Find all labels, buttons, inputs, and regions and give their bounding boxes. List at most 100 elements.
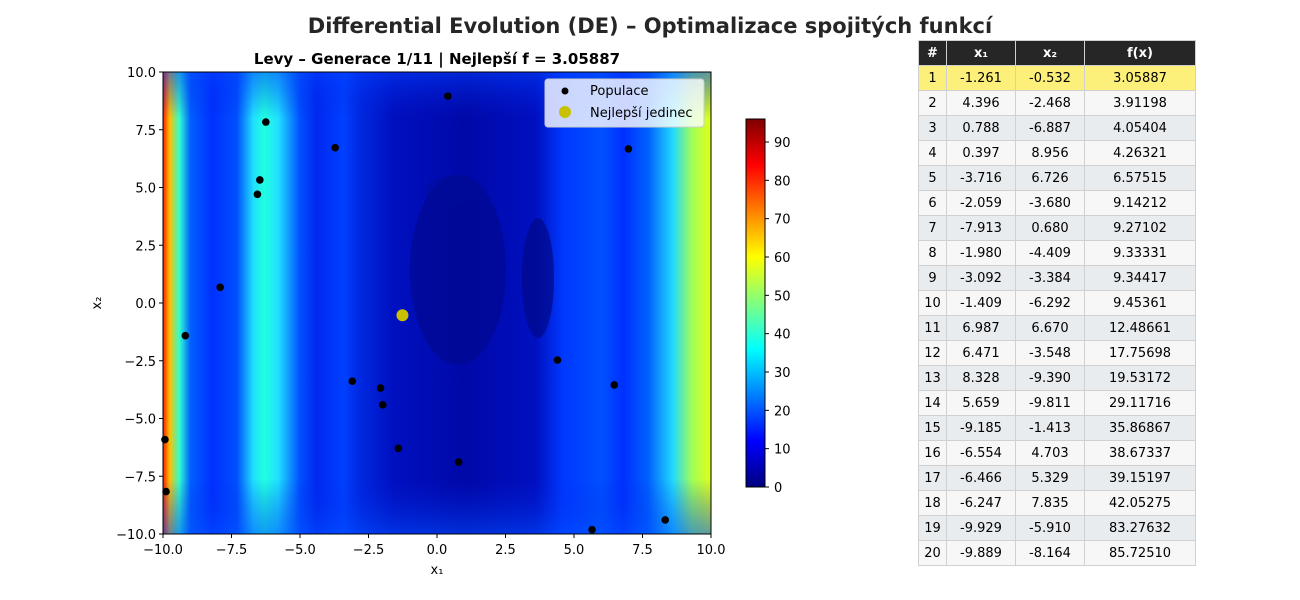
table-cell: 8: [918, 240, 947, 266]
population-point: [610, 381, 619, 389]
table-row: 3 0.788 -6.887 4.05404: [918, 115, 1196, 141]
table-row: 10 -1.409 -6.292 9.45361: [918, 290, 1196, 316]
table-cell: 17.75698: [1084, 340, 1196, 366]
table-row: 19 -9.929 -5.910 83.27632: [918, 515, 1196, 541]
table-cell: -3.680: [1015, 190, 1085, 216]
legend-marker-population: [561, 87, 569, 95]
population-point: [378, 401, 387, 409]
table-cell: 85.72510: [1084, 540, 1196, 566]
table-cell: 3: [918, 115, 947, 141]
legend-box: [544, 78, 705, 128]
table-cell: 9.33331: [1084, 240, 1196, 266]
table-cell: 7.835: [1015, 490, 1085, 516]
table-row-best: 1 -1.261 -0.532 3.05887: [918, 65, 1196, 91]
table-cell: 11: [918, 315, 947, 341]
population-point: [348, 377, 357, 385]
legend: Populace Nejlepší jedinec: [544, 78, 705, 128]
legend-label-population: Populace: [590, 84, 649, 99]
population-point: [181, 331, 190, 340]
table-cell: 20: [918, 540, 947, 566]
table-cell: 9.45361: [1084, 290, 1196, 316]
table-cell: 9.14212: [1084, 190, 1196, 216]
table-cell: 0.788: [946, 115, 1016, 141]
y-axis-label: x₂: [90, 297, 105, 310]
population-points: [161, 92, 669, 534]
x-tick-label: 2.5: [495, 543, 516, 558]
table-row: 4 0.397 8.956 4.26321: [918, 140, 1196, 166]
table-cell: -2.468: [1015, 90, 1085, 116]
table-cell: 8.328: [946, 365, 1016, 391]
table-cell: 5.659: [946, 390, 1016, 416]
table-cell: -2.059: [946, 190, 1016, 216]
table-cell: 4.26321: [1084, 140, 1196, 166]
colorbar-tick-label: 60: [774, 251, 791, 266]
table-cell: 3.91198: [1084, 90, 1196, 116]
x-tick-label: −10.0: [143, 543, 183, 558]
table-cell: -3.092: [946, 265, 1016, 291]
table-cell: -1.980: [946, 240, 1016, 266]
table-cell: -1.261: [946, 65, 1016, 91]
population-point: [376, 384, 385, 392]
table-cell: 5.329: [1015, 465, 1085, 491]
best-individual-point: [396, 309, 409, 322]
table-cell: 17: [918, 465, 947, 491]
table-cell: 0.680: [1015, 215, 1085, 241]
table-row: 20 -9.889 -8.164 85.72510: [918, 540, 1196, 566]
table-row: 11 6.987 6.670 12.48661: [918, 315, 1196, 341]
table-header-cell: x₂: [1015, 40, 1085, 66]
table-row: 13 8.328 -9.390 19.53172: [918, 365, 1196, 391]
colorbar-tick-label: 70: [774, 213, 791, 228]
population-point: [216, 283, 224, 292]
table-cell: 9.34417: [1084, 265, 1196, 291]
table-row: 7 -7.913 0.680 9.27102: [918, 215, 1196, 241]
y-tick-label: −7.5: [124, 470, 156, 485]
table-cell: 4: [918, 140, 947, 166]
table-cell: 2: [918, 90, 947, 116]
table-cell: 42.05275: [1084, 490, 1196, 516]
table-cell: 6.726: [1015, 165, 1085, 191]
table-cell: 1: [918, 65, 947, 91]
table-row: 16 -6.554 4.703 38.67337: [918, 440, 1196, 466]
population-point: [624, 145, 633, 153]
legend-label-best: Nejlepší jedinec: [590, 106, 693, 121]
population-point: [256, 176, 264, 184]
population-point: [588, 525, 596, 534]
table-cell: 12.48661: [1084, 315, 1196, 341]
table-cell: 6.987: [946, 315, 1016, 341]
population-point: [331, 143, 339, 152]
table-cell: -0.532: [1015, 65, 1085, 91]
colorbar-tick-label: 90: [774, 136, 791, 151]
table-cell: 10: [918, 290, 947, 316]
table-header-cell: x₁: [946, 40, 1016, 66]
y-tick-label: 2.5: [135, 239, 156, 254]
y-axis-ticks: −10.0 −7.5 −5.0 −2.5 0.0 2.5 5.0 7.5 10.0: [116, 66, 163, 543]
table-header-row: # x₁ x₂ f(x): [918, 40, 1196, 66]
population-point: [262, 118, 270, 126]
table-cell: 9.27102: [1084, 215, 1196, 241]
table-cell: 7: [918, 215, 947, 241]
table-cell: -9.185: [946, 415, 1016, 441]
x-tick-label: −5.0: [284, 543, 316, 558]
figure-suptitle: Differential Evolution (DE) – Optimaliza…: [307, 14, 993, 38]
x-tick-label: −7.5: [216, 543, 248, 558]
table-cell: -8.164: [1015, 540, 1085, 566]
y-tick-label: 10.0: [127, 66, 156, 81]
colorbar: [745, 118, 766, 488]
table-cell: -6.292: [1015, 290, 1085, 316]
colorbar-tick-label: 10: [774, 443, 791, 458]
table-cell: 18: [918, 490, 947, 516]
x-tick-label: −2.5: [353, 543, 385, 558]
population-table: # x₁ x₂ f(x) 1 -1.261 -0.532 3.05887 2 4.396 -2.4…: [918, 40, 1196, 566]
population-point: [444, 92, 452, 100]
table-cell: 38.67337: [1084, 440, 1196, 466]
y-tick-label: −2.5: [124, 355, 156, 370]
table-cell: -1.409: [946, 290, 1016, 316]
y-tick-label: −5.0: [124, 413, 156, 428]
y-tick-label: 5.0: [135, 182, 156, 197]
table-cell: 13: [918, 365, 947, 391]
colorbar-ticks: 0 10 20 30 40 50 60 70 80 90: [765, 136, 791, 496]
x-tick-label: 5.0: [564, 543, 585, 558]
table-cell: 4.396: [946, 90, 1016, 116]
table-cell: -9.390: [1015, 365, 1085, 391]
